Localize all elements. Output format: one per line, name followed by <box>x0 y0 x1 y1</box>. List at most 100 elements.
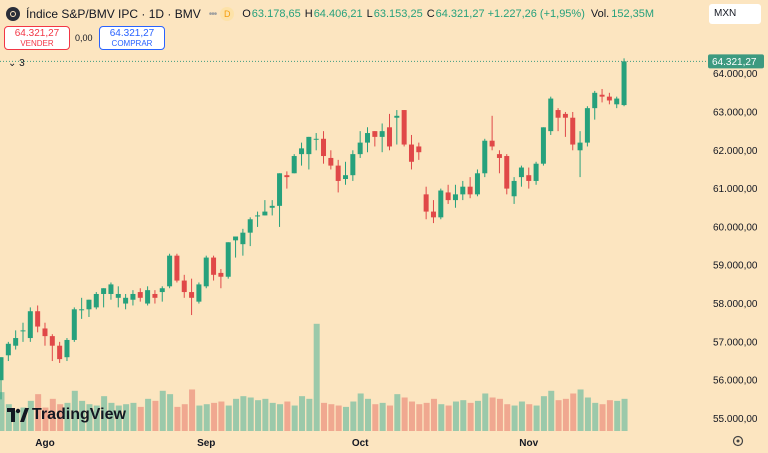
candle[interactable] <box>291 154 297 174</box>
candle[interactable] <box>35 305 41 333</box>
candle[interactable] <box>115 286 121 308</box>
candle[interactable] <box>584 106 590 147</box>
candle[interactable] <box>27 307 33 342</box>
candle[interactable] <box>145 286 151 306</box>
candle[interactable] <box>335 159 341 193</box>
candle[interactable] <box>277 173 283 227</box>
candle[interactable] <box>474 169 480 197</box>
candle[interactable] <box>57 341 63 363</box>
candle[interactable] <box>401 110 407 147</box>
candle[interactable] <box>452 184 458 208</box>
candle[interactable] <box>460 180 466 201</box>
candle[interactable] <box>614 96 620 109</box>
candle[interactable] <box>196 282 202 304</box>
candle[interactable] <box>365 127 370 153</box>
candle[interactable] <box>101 288 107 308</box>
candle[interactable] <box>343 161 349 185</box>
candle[interactable] <box>189 278 195 316</box>
candle[interactable] <box>233 236 239 258</box>
candle[interactable] <box>386 113 392 151</box>
candle[interactable] <box>438 188 444 220</box>
candle[interactable] <box>284 171 290 189</box>
candle[interactable] <box>211 255 217 281</box>
candle[interactable] <box>467 177 473 199</box>
candle[interactable] <box>533 161 539 185</box>
candle[interactable] <box>5 341 11 362</box>
candle[interactable] <box>79 297 85 319</box>
candle[interactable] <box>42 322 48 346</box>
candle[interactable] <box>86 299 92 317</box>
candle[interactable] <box>130 290 136 306</box>
candle[interactable] <box>540 127 546 166</box>
candle[interactable] <box>350 150 356 181</box>
candle[interactable] <box>357 131 363 158</box>
candle[interactable] <box>269 200 275 216</box>
candle[interactable] <box>606 92 612 105</box>
candle[interactable] <box>225 242 231 279</box>
candle[interactable] <box>592 90 598 120</box>
candle[interactable] <box>0 357 4 400</box>
more-icon[interactable]: ••• <box>208 8 217 20</box>
candle[interactable] <box>504 154 510 195</box>
candle[interactable] <box>93 292 99 310</box>
tradingview-logo[interactable]: TradingView <box>7 406 126 424</box>
candle[interactable] <box>562 111 568 137</box>
candle[interactable] <box>445 184 451 204</box>
buy-button[interactable]: 64.321,27 COMPRAR <box>99 26 165 50</box>
candle[interactable] <box>321 131 327 164</box>
candle[interactable] <box>247 217 253 247</box>
candle[interactable] <box>152 290 158 304</box>
candle[interactable] <box>255 211 261 227</box>
candle[interactable] <box>482 138 488 178</box>
candle[interactable] <box>489 115 495 151</box>
candle[interactable] <box>159 286 165 302</box>
candle[interactable] <box>526 167 532 189</box>
candle[interactable] <box>570 111 576 151</box>
candle[interactable] <box>64 338 70 362</box>
candle[interactable] <box>262 200 268 216</box>
candle[interactable] <box>108 282 114 300</box>
candle[interactable] <box>20 322 26 342</box>
candle[interactable] <box>621 58 627 107</box>
candle[interactable] <box>518 165 524 187</box>
candle[interactable] <box>372 131 378 147</box>
candle-body <box>540 127 546 164</box>
candle[interactable] <box>416 142 422 160</box>
candlestick-series[interactable] <box>0 58 627 400</box>
symbol-title[interactable]: Índice S&P/BMV IPC · 1D · BMV <box>26 7 201 21</box>
candle[interactable] <box>328 150 334 170</box>
candle[interactable] <box>408 134 414 170</box>
candle[interactable] <box>430 200 436 224</box>
indicators-toggle[interactable]: ⌄ 3 <box>8 58 25 69</box>
candle[interactable] <box>548 96 554 135</box>
price-axis[interactable]: 64.000,00 63.000,00 62.000,00 61.000,00 60.0… <box>713 69 758 425</box>
candle[interactable] <box>181 274 187 298</box>
candle[interactable] <box>299 142 305 166</box>
candle[interactable] <box>13 330 19 350</box>
candle[interactable] <box>379 123 385 153</box>
settings-icon[interactable] <box>732 435 744 447</box>
currency-selector[interactable]: MXN <box>709 4 761 24</box>
candle[interactable] <box>577 131 583 178</box>
sell-button[interactable]: 64.321,27 VENDER <box>4 26 70 50</box>
candle[interactable] <box>306 136 312 170</box>
candle[interactable] <box>218 269 224 289</box>
candle[interactable] <box>123 293 129 310</box>
delayed-data-badge[interactable]: D <box>220 7 235 21</box>
candle[interactable] <box>423 186 429 220</box>
candle[interactable] <box>203 255 209 289</box>
candle[interactable] <box>137 288 143 302</box>
candle[interactable] <box>174 253 180 283</box>
candle[interactable] <box>599 88 605 103</box>
candle[interactable] <box>394 110 400 145</box>
candle[interactable] <box>240 228 246 256</box>
time-axis[interactable]: Ago Sep Oct Nov <box>35 438 538 449</box>
candle[interactable] <box>555 108 561 132</box>
candle[interactable] <box>167 253 173 289</box>
candle[interactable] <box>49 334 55 362</box>
candle[interactable] <box>71 307 77 342</box>
candle[interactable] <box>511 177 517 204</box>
candle[interactable] <box>313 133 319 151</box>
candle[interactable] <box>496 150 502 174</box>
